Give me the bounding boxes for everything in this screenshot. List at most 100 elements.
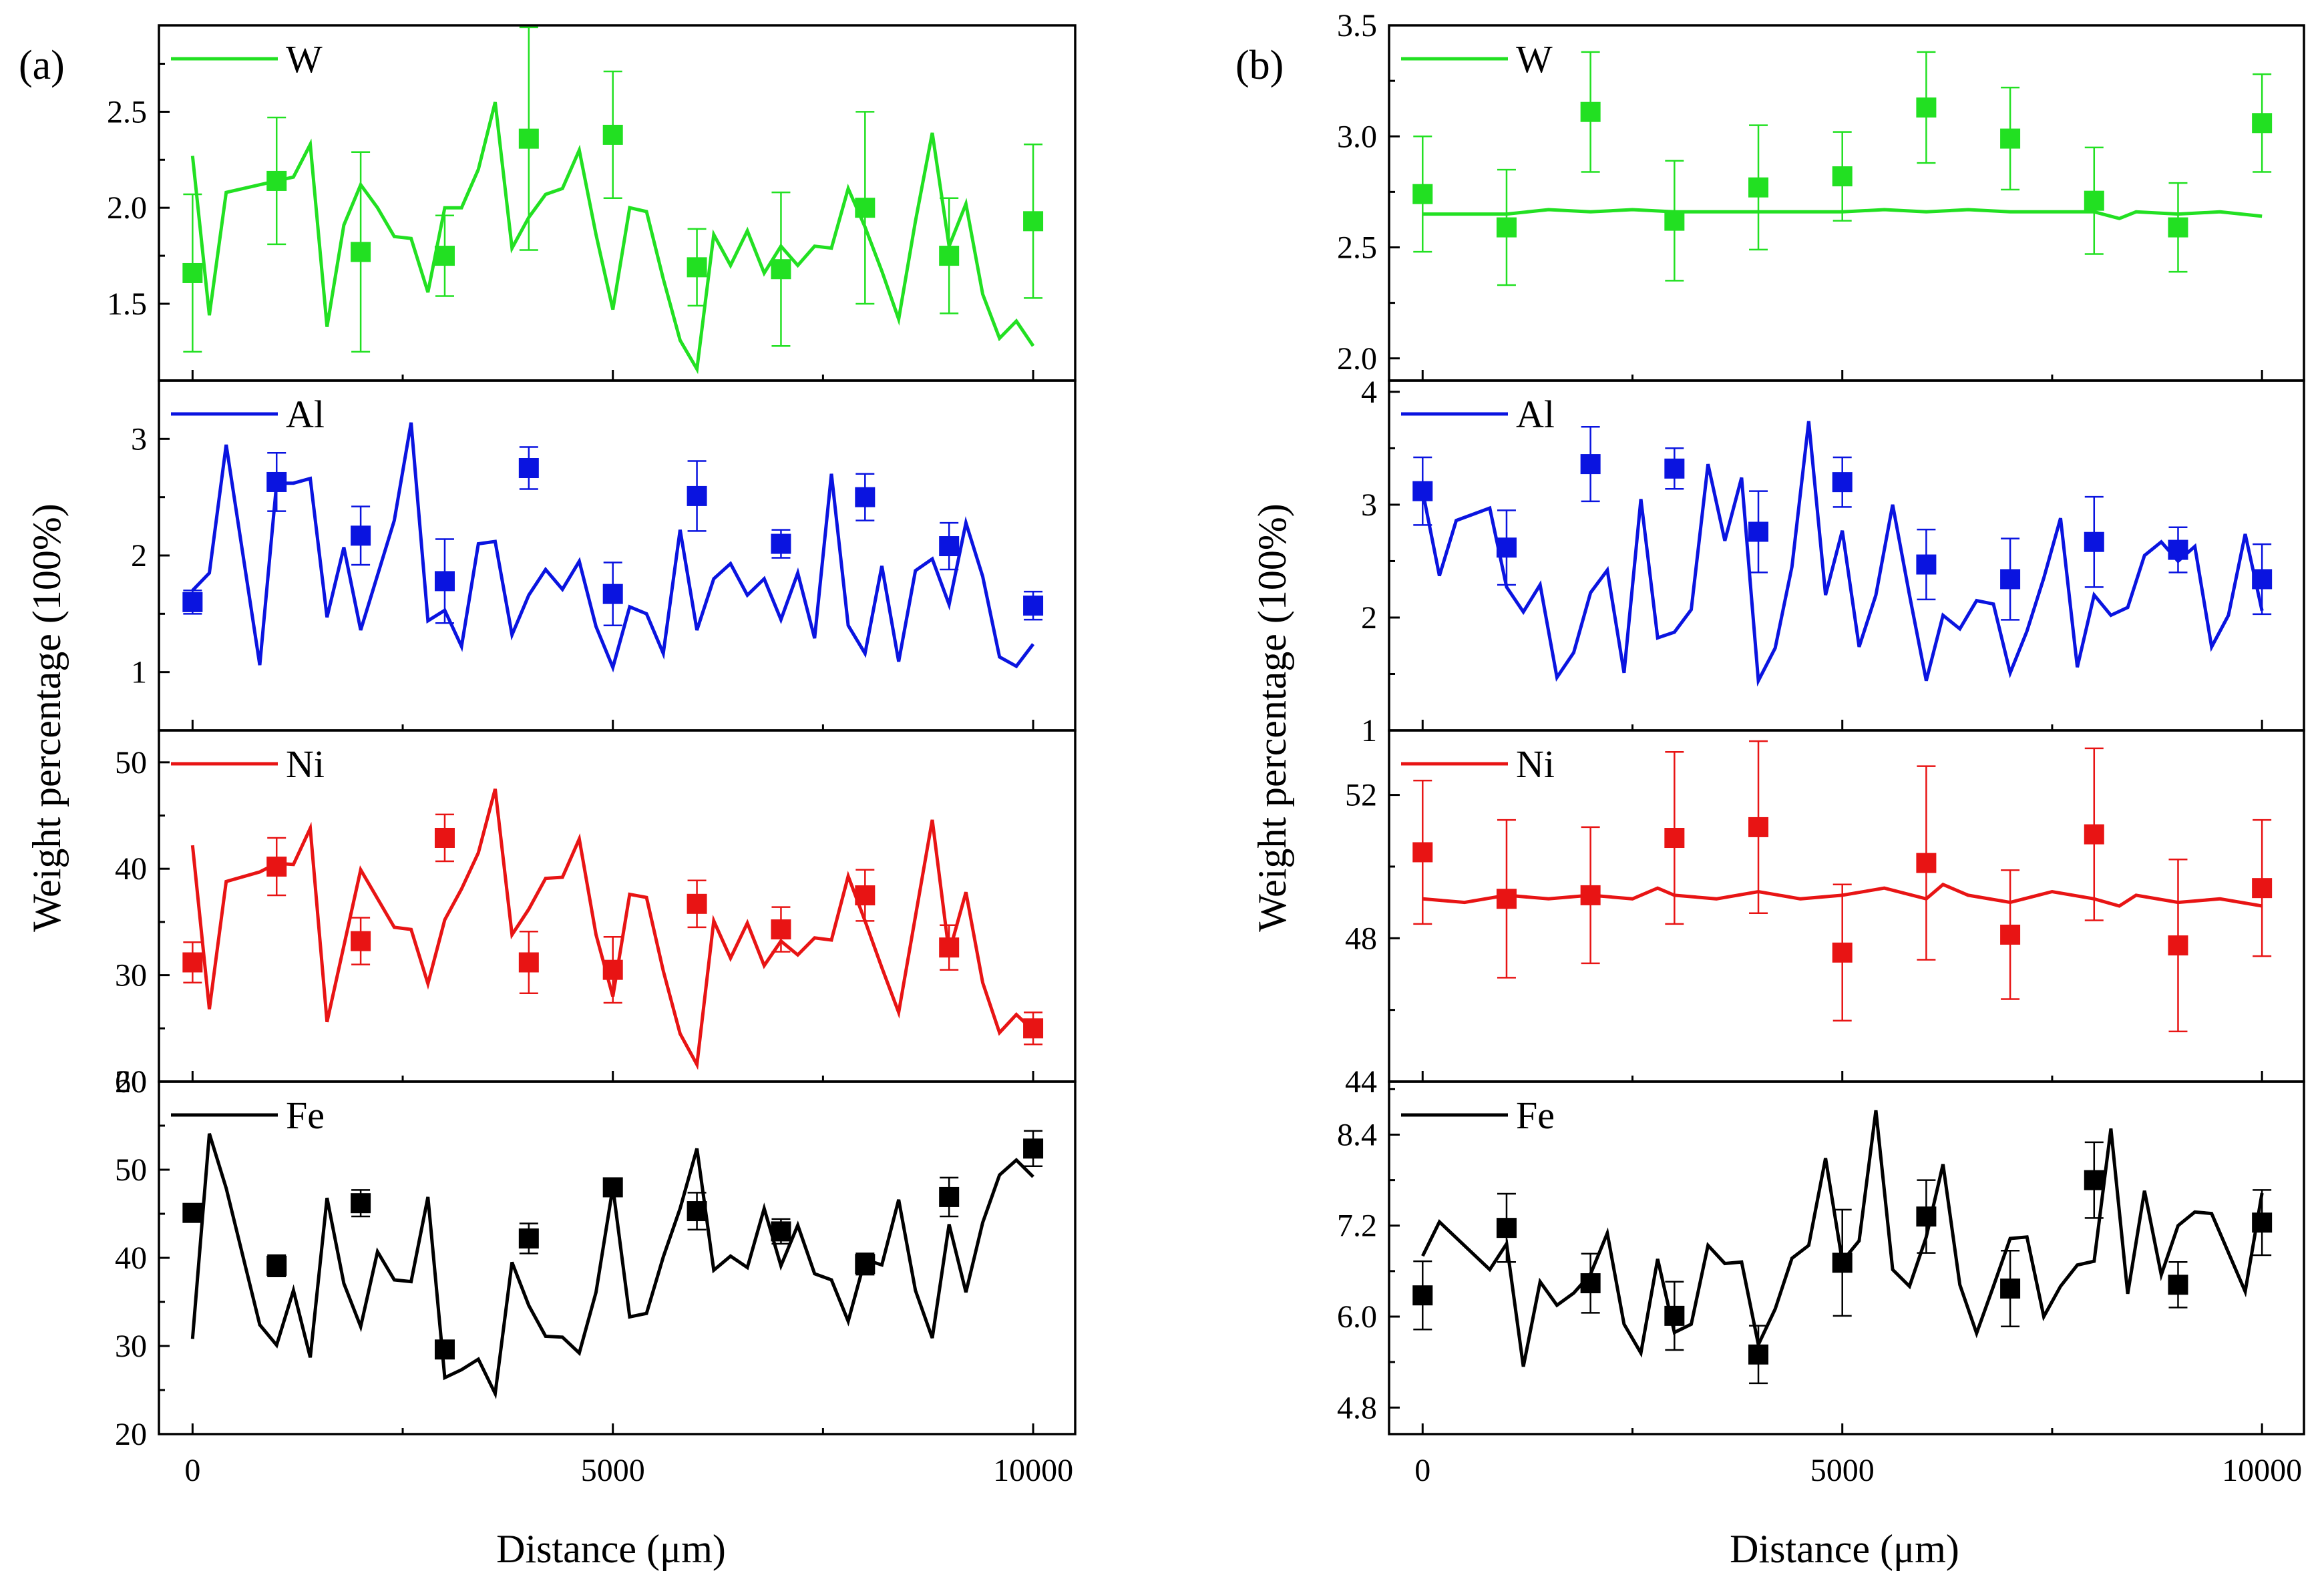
data-point — [2084, 1170, 2104, 1190]
y-axis-label-a: Weight percentage (100%) — [25, 503, 69, 932]
data-point — [1496, 537, 1517, 558]
chart-a-subplot-al: 1 2 3 Al — [131, 379, 1077, 732]
y-tick-label: 20 — [115, 1417, 147, 1452]
y-tick-label: 44 — [1345, 1064, 1377, 1100]
data-point — [1916, 97, 1937, 118]
data-point — [602, 1177, 623, 1198]
series-line-ni — [190, 788, 1034, 1070]
chart-a-subplot-w: 1.5 2.0 2.5 W — [107, 24, 1077, 382]
data-point — [2252, 1212, 2273, 1233]
data-point — [855, 487, 876, 507]
y-tick-label: 1 — [1361, 713, 1377, 748]
y-tick-label: 30 — [115, 958, 147, 993]
data-point — [1580, 885, 1601, 905]
y-tick-label: 60 — [115, 1064, 147, 1100]
data-point — [1748, 177, 1769, 198]
data-point — [1023, 1138, 1044, 1159]
y-tick-label: 52 — [1345, 778, 1377, 813]
x-axis-label-a: Distance (μm) — [496, 1527, 726, 1571]
data-point — [687, 893, 707, 914]
data-point — [1832, 942, 1853, 963]
data-point — [1748, 1344, 1769, 1365]
y-tick-label: 3.0 — [1337, 119, 1377, 154]
y-tick-label: 2 — [1361, 600, 1377, 636]
data-point — [2168, 217, 2188, 238]
data-point — [1664, 458, 1685, 479]
data-point — [1916, 853, 1937, 873]
data-point — [687, 1201, 707, 1222]
data-point — [182, 592, 203, 612]
x-axis-label-b: Distance (μm) — [1730, 1527, 1959, 1571]
legend-label-w: W — [1516, 37, 1553, 81]
x-tick-label: 10000 — [993, 1453, 1073, 1488]
panel-label-a: (a) — [19, 43, 65, 88]
legend-label-ni: Ni — [286, 742, 325, 786]
data-point — [434, 571, 455, 592]
data-point — [602, 584, 623, 604]
chart-b: (b) 2.0 2.5 3.0 3.5 W 1 2 3 4 Al 44 48 52 Ni 4.8 6.0 7.2… — [1235, 8, 2305, 1571]
data-point — [1412, 1285, 1433, 1306]
data-point — [2084, 531, 2104, 552]
data-point — [1916, 554, 1937, 575]
data-point — [1412, 481, 1433, 501]
y-tick-label: 20 — [115, 1064, 147, 1100]
data-point — [2168, 539, 2188, 560]
data-point — [855, 1254, 876, 1275]
y-tick-label: 3.5 — [1337, 8, 1377, 43]
data-point — [771, 919, 791, 940]
data-point — [1832, 1253, 1853, 1273]
data-point — [351, 1193, 371, 1214]
chart-b-subplot-al: 1 2 3 4 Al — [1361, 375, 2305, 748]
series-line-al — [191, 422, 1035, 673]
data-point — [518, 128, 539, 149]
legend-label-ni: Ni — [1516, 742, 1555, 786]
data-point — [1748, 817, 1769, 837]
data-point — [687, 257, 707, 278]
y-tick-label: 3 — [131, 421, 147, 457]
y-tick-label: 50 — [115, 745, 147, 780]
y-tick-label: 50 — [115, 1152, 147, 1188]
data-point — [2252, 569, 2273, 590]
series-line-w — [1422, 208, 2263, 220]
data-point — [1023, 1018, 1044, 1039]
data-point — [434, 827, 455, 848]
x-tick-label: 0 — [1414, 1453, 1430, 1488]
y-tick-label: 4 — [1361, 375, 1377, 410]
data-point — [518, 458, 539, 478]
x-tick-label: 0 — [184, 1453, 200, 1488]
data-point — [1664, 828, 1685, 849]
data-point — [939, 937, 960, 958]
data-point — [1023, 211, 1044, 232]
y-axis-label-b: Weight percentage (100%) — [1250, 503, 1294, 932]
data-point — [434, 1339, 455, 1360]
data-point — [602, 124, 623, 145]
chart-b-subplot-fe: 4.8 6.0 7.2 8.4 Fe — [1337, 1080, 2305, 1435]
y-tick-label: 7.2 — [1337, 1208, 1377, 1244]
data-point — [2000, 1278, 2021, 1299]
data-point — [351, 525, 371, 546]
y-tick-label: 1.5 — [107, 286, 147, 322]
data-point — [1832, 166, 1853, 187]
data-point — [1832, 472, 1853, 493]
y-tick-label: 2.5 — [107, 94, 147, 130]
data-point — [771, 533, 791, 554]
data-point — [2252, 113, 2273, 134]
data-point — [1748, 521, 1769, 542]
legend-label-fe: Fe — [286, 1094, 325, 1137]
panel-label-b: (b) — [1235, 43, 1284, 88]
data-point — [266, 471, 287, 492]
data-point — [2084, 824, 2104, 845]
data-point — [939, 536, 960, 557]
data-point — [266, 857, 287, 877]
series-line-fe — [190, 1133, 1034, 1399]
y-tick-label: 2.0 — [1337, 341, 1377, 377]
y-tick-label: 40 — [115, 1240, 147, 1276]
chart-a-subplot-ni: 20 30 40 50 Ni — [115, 729, 1077, 1100]
data-point — [1664, 1305, 1685, 1326]
data-point — [266, 170, 287, 191]
data-point — [182, 1202, 203, 1223]
y-tick-label: 40 — [115, 851, 147, 887]
data-point — [1580, 454, 1601, 475]
data-point — [939, 1186, 960, 1207]
